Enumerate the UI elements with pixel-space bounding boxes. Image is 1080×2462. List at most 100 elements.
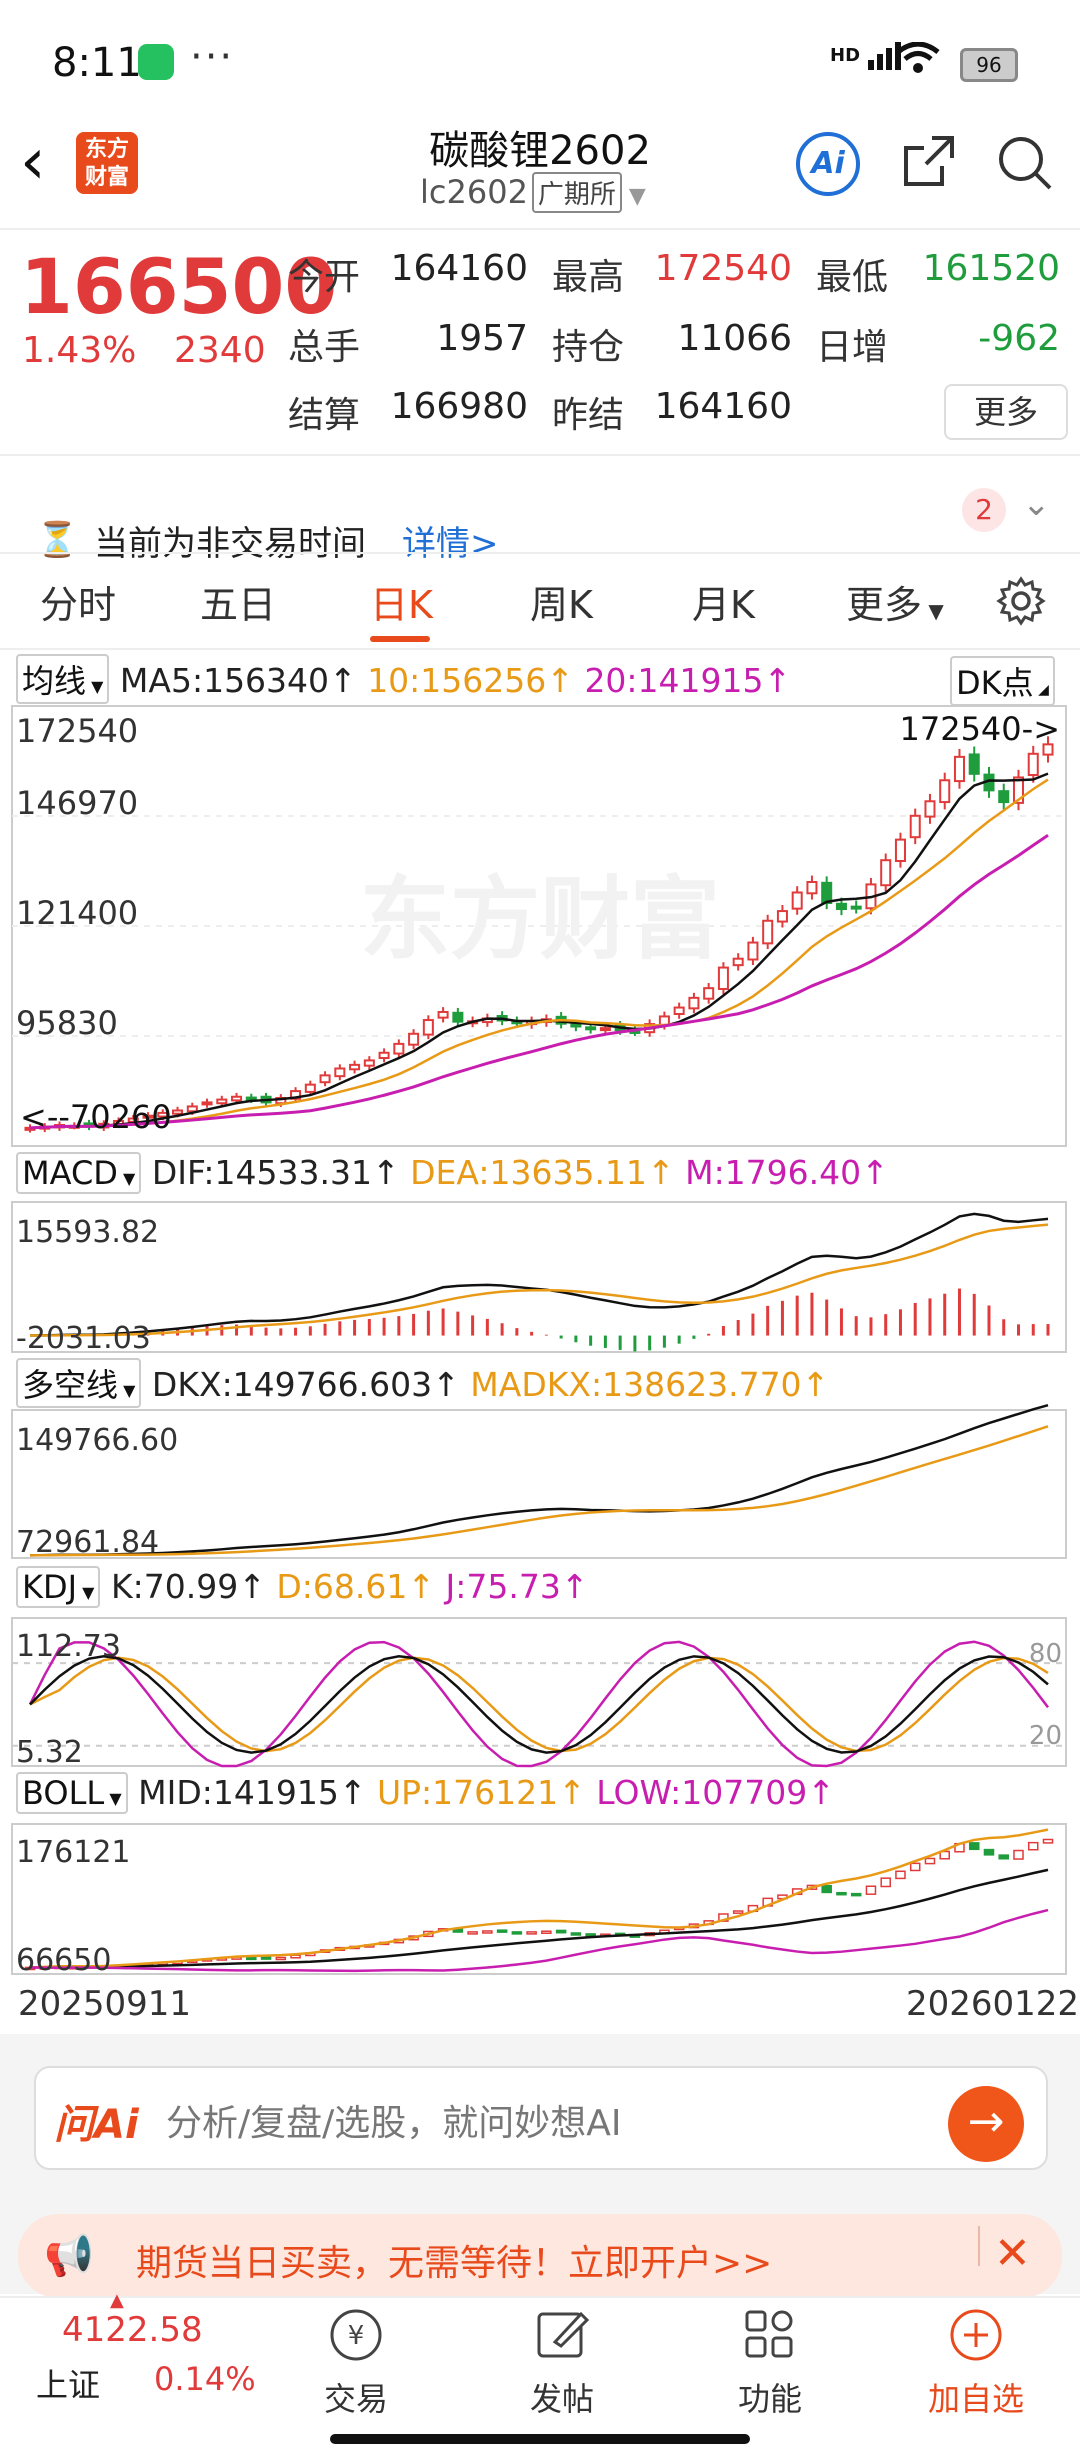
- boll-candle: [924, 1857, 936, 1865]
- quote-field-label: 今开: [288, 257, 361, 298]
- macd-select[interactable]: MACD ▼: [16, 1152, 142, 1194]
- index-name[interactable]: 上证: [36, 2366, 101, 2404]
- candle-body: [968, 753, 980, 775]
- kline-chart[interactable]: 东方财富 172540 146970 121400 95830 172540-> <--70…: [0, 700, 1080, 2040]
- notice-text: 当前为非交易时间: [94, 524, 366, 564]
- candle-body: [688, 996, 700, 1010]
- ma10-line: [29, 778, 1049, 1130]
- nav-functions-label: 功能: [737, 2380, 802, 2418]
- dkx-header: 多空线 ▼ DKX:149766.603↑ MADKX:138623.770↑: [16, 1358, 829, 1408]
- boll-candle: [983, 1848, 995, 1856]
- chevron-down-icon[interactable]: ⌄: [1022, 484, 1051, 524]
- svg-text:¥: ¥: [348, 2321, 365, 2351]
- candle-body: [186, 1105, 198, 1113]
- tab-five-day[interactable]: 五日: [200, 583, 277, 627]
- more-button[interactable]: 更多: [944, 384, 1068, 440]
- date-start: 20250911: [18, 1984, 192, 2024]
- candle-body: [437, 1010, 449, 1019]
- dropdown-icon: ▼: [621, 184, 646, 209]
- kdj-select[interactable]: KDJ ▼: [16, 1566, 101, 1608]
- promo-banner[interactable]: [18, 2214, 1062, 2298]
- boll-candle: [732, 1910, 744, 1914]
- nav-trade[interactable]: ¥ 交易: [296, 2300, 416, 2420]
- dk-point-button[interactable]: DK点 ◢: [950, 656, 1055, 706]
- battery-icon: 96: [960, 48, 1018, 82]
- back-button[interactable]: ‹: [20, 125, 46, 199]
- low-price-note: <--70260: [20, 1098, 172, 1136]
- index-change[interactable]: 0.14%: [154, 2360, 256, 2398]
- boll-header: BOLL ▼ MID:141915↑ UP:176121↑ LOW:107709…: [16, 1772, 835, 1814]
- ai-button[interactable]: Ai: [796, 132, 860, 196]
- candle-body: [1012, 776, 1025, 804]
- notice-details-link[interactable]: 详情>: [402, 524, 499, 564]
- tab-daily-k[interactable]: 日K: [370, 583, 433, 627]
- candle-body: [570, 1023, 582, 1028]
- ma-select[interactable]: 均线 ▼: [16, 654, 110, 704]
- boll-candle: [821, 1884, 832, 1894]
- kdj-select-label: KDJ: [22, 1568, 78, 1606]
- kdj-d-line: [29, 1656, 1049, 1753]
- boll-candle: [246, 1956, 257, 1961]
- promo-text[interactable]: 期货当日买卖，无需等待！立即开户>>: [136, 2243, 773, 2284]
- ma10-value: 10:156256: [367, 661, 547, 700]
- divider: [0, 454, 1080, 456]
- ai-search-box[interactable]: [34, 2066, 1048, 2170]
- candle-body: [245, 1096, 257, 1101]
- ai-search-input[interactable]: 分析/复盘/选股，就问妙想AI: [166, 2103, 622, 2144]
- tab-more[interactable]: 更多 ▼: [846, 583, 944, 627]
- boll-candle: [482, 1930, 493, 1934]
- arrow-right-icon[interactable]: →: [948, 2086, 1024, 2162]
- candle-body: [821, 881, 833, 904]
- boll-mid: MID:141915: [138, 1773, 339, 1812]
- quote-field-value: 166980: [390, 386, 528, 427]
- candle-body: [953, 755, 965, 783]
- boll-candle: [909, 1862, 921, 1872]
- yen-icon: ¥: [330, 2309, 382, 2361]
- candle-body: [422, 1019, 434, 1036]
- macd-dif-line: [29, 1212, 1049, 1337]
- close-icon[interactable]: ✕: [994, 2228, 1031, 2279]
- gear-icon[interactable]: [996, 576, 1046, 626]
- kdj-k: K:70.99: [110, 1567, 239, 1606]
- contract-subtitle[interactable]: lc2602 广期所 ▼: [420, 172, 646, 213]
- index-value[interactable]: 4122.58: [62, 2310, 203, 2350]
- nav-post-label: 发帖: [529, 2380, 594, 2418]
- dkx-select[interactable]: 多空线 ▼: [16, 1358, 142, 1408]
- network-type: HD: [830, 45, 861, 66]
- kdj-tick: 5.32: [16, 1735, 83, 1770]
- search-icon[interactable]: [996, 134, 1054, 192]
- boll-candle: [541, 1930, 552, 1934]
- boll-candle: [880, 1877, 891, 1888]
- boll-candle: [467, 1931, 478, 1935]
- candle-body: [231, 1095, 243, 1102]
- candle-body: [1027, 752, 1039, 777]
- watermark: 东方财富: [360, 867, 720, 972]
- kdj-header: KDJ ▼ K:70.99↑ D:68.61↑ J:75.73↑: [16, 1566, 588, 1608]
- nav-add-watchlist[interactable]: 加自选: [916, 2300, 1036, 2420]
- boll-up-line: [29, 1828, 1049, 1969]
- candle-body: [835, 902, 847, 911]
- nav-post[interactable]: 发帖: [502, 2300, 622, 2420]
- quote-field-value: -962: [978, 318, 1060, 359]
- quote-field-value: 1957: [436, 318, 528, 359]
- candle-body: [806, 881, 818, 895]
- tab-weekly-k[interactable]: 周K: [530, 583, 593, 627]
- ma20-value: 20:141915: [584, 661, 764, 700]
- kdj-j: J:75.73: [445, 1567, 561, 1606]
- signal-icon: HD: [830, 42, 906, 70]
- candle-body: [378, 1051, 390, 1060]
- tab-intraday[interactable]: 分时: [40, 583, 117, 627]
- nav-functions[interactable]: 功能: [710, 2300, 830, 2420]
- candle-body: [393, 1042, 405, 1055]
- wechat-icon: [138, 44, 174, 80]
- candle-body: [127, 1117, 139, 1123]
- candle-body: [408, 1032, 420, 1046]
- boll-tick: 176121: [16, 1835, 131, 1870]
- share-icon[interactable]: [902, 134, 956, 188]
- boll-select[interactable]: BOLL ▼: [16, 1772, 128, 1814]
- boll-candle: [865, 1885, 877, 1895]
- tab-monthly-k[interactable]: 月K: [692, 583, 755, 627]
- notification-badge[interactable]: 2: [962, 488, 1006, 532]
- nav-add-watchlist-label: 加自选: [927, 2380, 1024, 2418]
- candle-body: [880, 859, 892, 887]
